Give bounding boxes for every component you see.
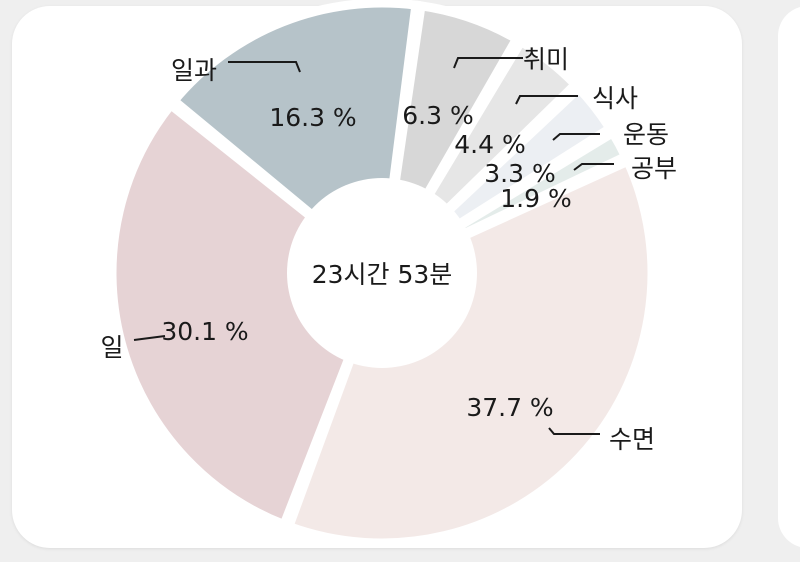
slice-1 [107,98,388,531]
leader-line-4 [515,95,578,105]
leader-line-6 [573,163,614,171]
slice-category-label-4: 식사 [592,84,638,113]
slice-value-label-5: 3.3 % [484,159,555,188]
slice-category-label-3: 취미 [523,45,569,74]
slice-value-label-6: 1.9 % [500,184,571,213]
leader-line-5 [552,133,600,141]
leader-line-1 [133,335,166,341]
slice-category-label-5: 운동 [623,120,669,149]
leader-line-3 [453,57,523,69]
leader-line-2 [228,61,301,73]
slice-category-label-0: 수면 [609,425,655,454]
slice-value-label-0: 37.7 % [466,393,553,422]
center-total-label: 23시간 53분 [312,260,453,289]
slice-category-label-6: 공부 [631,154,677,183]
next-card-edge [778,6,800,548]
slice-value-label-3: 6.3 % [402,101,473,130]
slice-category-label-2: 일과 [171,56,217,85]
slice-value-label-1: 30.1 % [161,317,248,346]
donut-hole [287,178,477,368]
leader-line-0 [548,427,600,435]
slice-category-label-1: 일 [100,333,123,362]
slice-value-label-2: 16.3 % [269,103,356,132]
slice-value-label-4: 4.4 % [454,130,525,159]
slice-0 [283,155,657,548]
